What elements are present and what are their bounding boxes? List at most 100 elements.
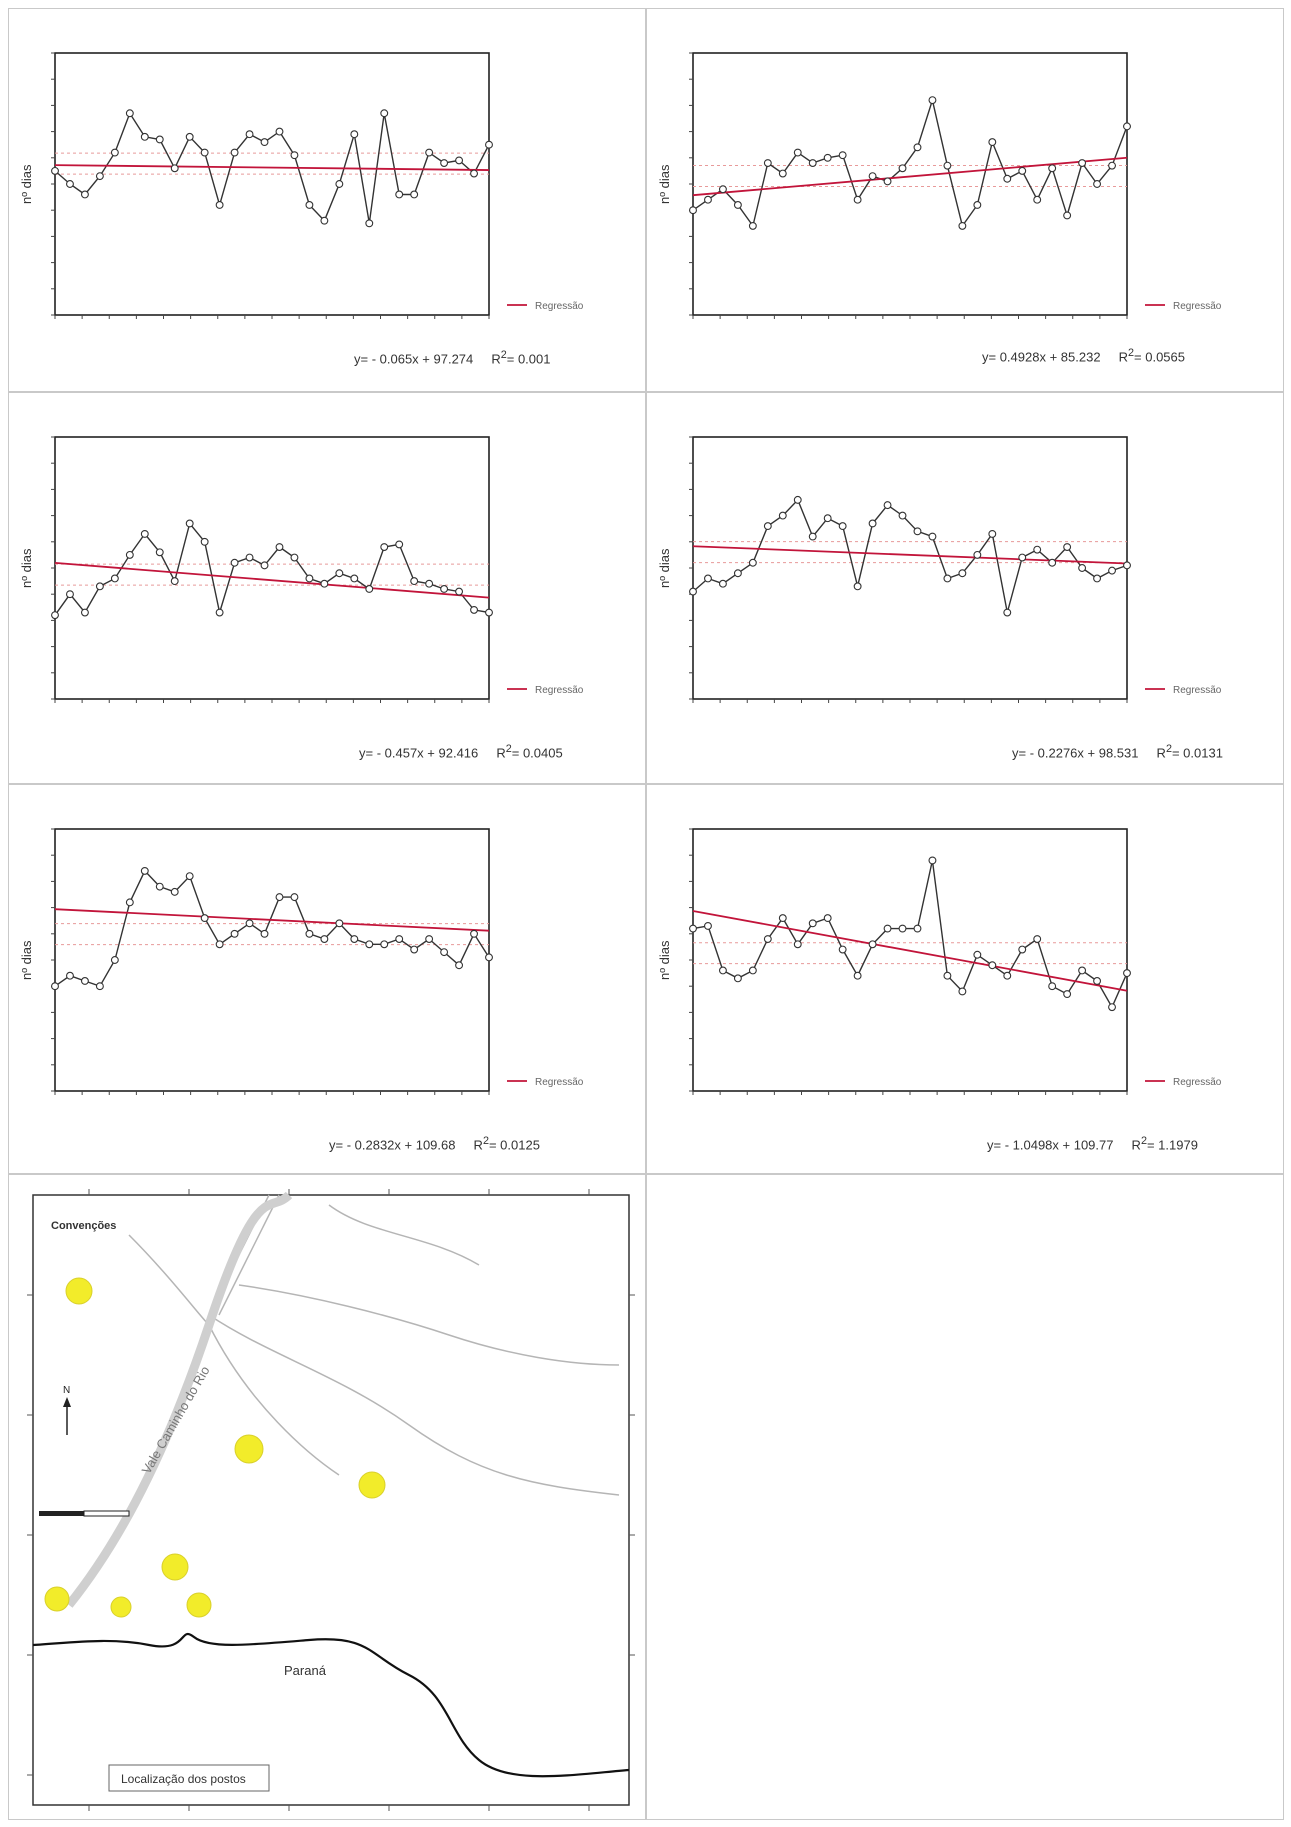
north-symbol: N xyxy=(63,1385,70,1396)
equation-6: y= - 1.0498x + 109.77 R2= 1.1979 xyxy=(987,1135,1198,1152)
data-point xyxy=(335,569,344,578)
r2-label: R xyxy=(1131,1137,1141,1153)
chart-3: nº dias Regressão xyxy=(19,436,584,703)
data-point xyxy=(973,201,982,209)
r2-value: = 0.0131 xyxy=(1171,745,1223,761)
data-point xyxy=(410,577,419,586)
data-point xyxy=(260,138,269,147)
data-point xyxy=(793,495,802,504)
data-point xyxy=(110,956,119,964)
legend-label: Regressão xyxy=(1173,301,1222,312)
data-point xyxy=(245,919,254,928)
data-point xyxy=(440,159,449,167)
chart-panel-5: nº dias Regressão y= - 0.2832x + 109.68 R… xyxy=(8,784,646,1174)
equation-text: y= 0.4928x + 85.232 xyxy=(982,349,1101,365)
equation-text: y= - 0.2276x + 98.531 xyxy=(1012,745,1139,761)
r2-superscript: 2 xyxy=(505,743,512,755)
plot-area xyxy=(692,436,1128,700)
data-point xyxy=(928,856,937,865)
data-point xyxy=(1018,166,1027,175)
data-point xyxy=(973,950,982,959)
chart-2: nº dias Regressão xyxy=(657,52,1222,319)
data-point xyxy=(66,590,74,599)
data-point xyxy=(1108,1003,1116,1012)
station-marker xyxy=(186,1592,212,1618)
data-point xyxy=(988,138,997,147)
data-point xyxy=(1018,945,1027,954)
regression-line xyxy=(54,908,490,932)
y-axis-label: nº dias xyxy=(657,940,672,980)
plot-area xyxy=(54,828,490,1092)
equation-1: y= - 0.065x + 97.274 R2= 0.001 xyxy=(354,349,551,366)
data-point xyxy=(185,872,194,881)
regression-line xyxy=(692,910,1128,992)
regression-line xyxy=(692,156,1128,197)
data-point xyxy=(275,127,284,136)
data-point xyxy=(733,974,742,983)
data-point xyxy=(260,929,269,938)
data-point xyxy=(808,919,817,928)
main-river xyxy=(32,1632,630,1778)
data-point xyxy=(763,935,772,943)
chart-panel-1: nº dias Regressão y= - 0.065x + 97.274 R2… xyxy=(8,8,646,392)
station-marker xyxy=(161,1553,189,1581)
r2-value: = 0.0405 xyxy=(511,745,563,761)
data-point xyxy=(485,140,493,149)
equation-text: y= - 0.457x + 92.416 xyxy=(359,745,479,761)
r2-label: R xyxy=(1156,745,1166,761)
data-point xyxy=(733,569,742,578)
tributaries xyxy=(128,1194,620,1496)
data-point xyxy=(868,172,877,181)
y-axis-label: nº dias xyxy=(657,164,672,204)
data-point xyxy=(1003,608,1012,617)
equation-text: y= - 0.065x + 97.274 xyxy=(354,351,474,367)
map-frame-ticks xyxy=(27,1189,635,1811)
data-point xyxy=(1033,935,1042,943)
chart-panel-4: nº dias Regressão y= - 0.2276x + 98.531 R… xyxy=(646,392,1284,784)
data-point xyxy=(1123,561,1131,570)
data-point xyxy=(290,151,299,160)
data-point xyxy=(958,987,967,996)
data-point xyxy=(215,201,224,209)
figure-grid: nº dias Regressão y= - 0.065x + 97.274 R2… xyxy=(8,8,1284,1820)
data-point xyxy=(155,882,164,891)
data-point xyxy=(290,893,299,902)
map-caption: Localização dos postos xyxy=(121,1772,246,1786)
data-point xyxy=(1003,971,1012,980)
data-point xyxy=(245,130,254,139)
data-point xyxy=(1033,195,1042,204)
data-point xyxy=(838,522,847,531)
data-point xyxy=(51,611,59,620)
data-point xyxy=(1093,574,1102,583)
data-point xyxy=(1063,211,1072,220)
data-point xyxy=(1063,990,1072,999)
data-point xyxy=(425,148,434,157)
data-point xyxy=(125,109,134,118)
north-arrow-head-icon xyxy=(63,1397,71,1407)
data-point xyxy=(704,195,712,204)
data-point xyxy=(704,574,712,583)
data-point xyxy=(200,148,209,157)
chart-1: nº dias Regressão xyxy=(19,52,584,319)
data-point xyxy=(958,221,967,230)
data-point xyxy=(380,940,389,949)
data-point xyxy=(853,582,862,591)
legend-label: Regressão xyxy=(535,301,584,312)
data-point xyxy=(66,971,74,980)
data-point xyxy=(440,585,449,593)
data-point xyxy=(898,164,907,173)
data-point xyxy=(51,166,59,175)
data-point xyxy=(335,919,344,928)
data-point xyxy=(95,982,104,991)
data-point xyxy=(200,914,209,923)
chart-5: nº dias Regressão xyxy=(19,828,584,1095)
data-point xyxy=(425,935,434,943)
data-point xyxy=(718,966,727,975)
data-point xyxy=(823,514,832,523)
data-point xyxy=(689,924,697,933)
data-point xyxy=(365,940,374,949)
data-point xyxy=(1048,164,1057,173)
map-frame xyxy=(32,1194,630,1806)
station-marker xyxy=(358,1471,386,1499)
plot-area xyxy=(692,52,1128,316)
